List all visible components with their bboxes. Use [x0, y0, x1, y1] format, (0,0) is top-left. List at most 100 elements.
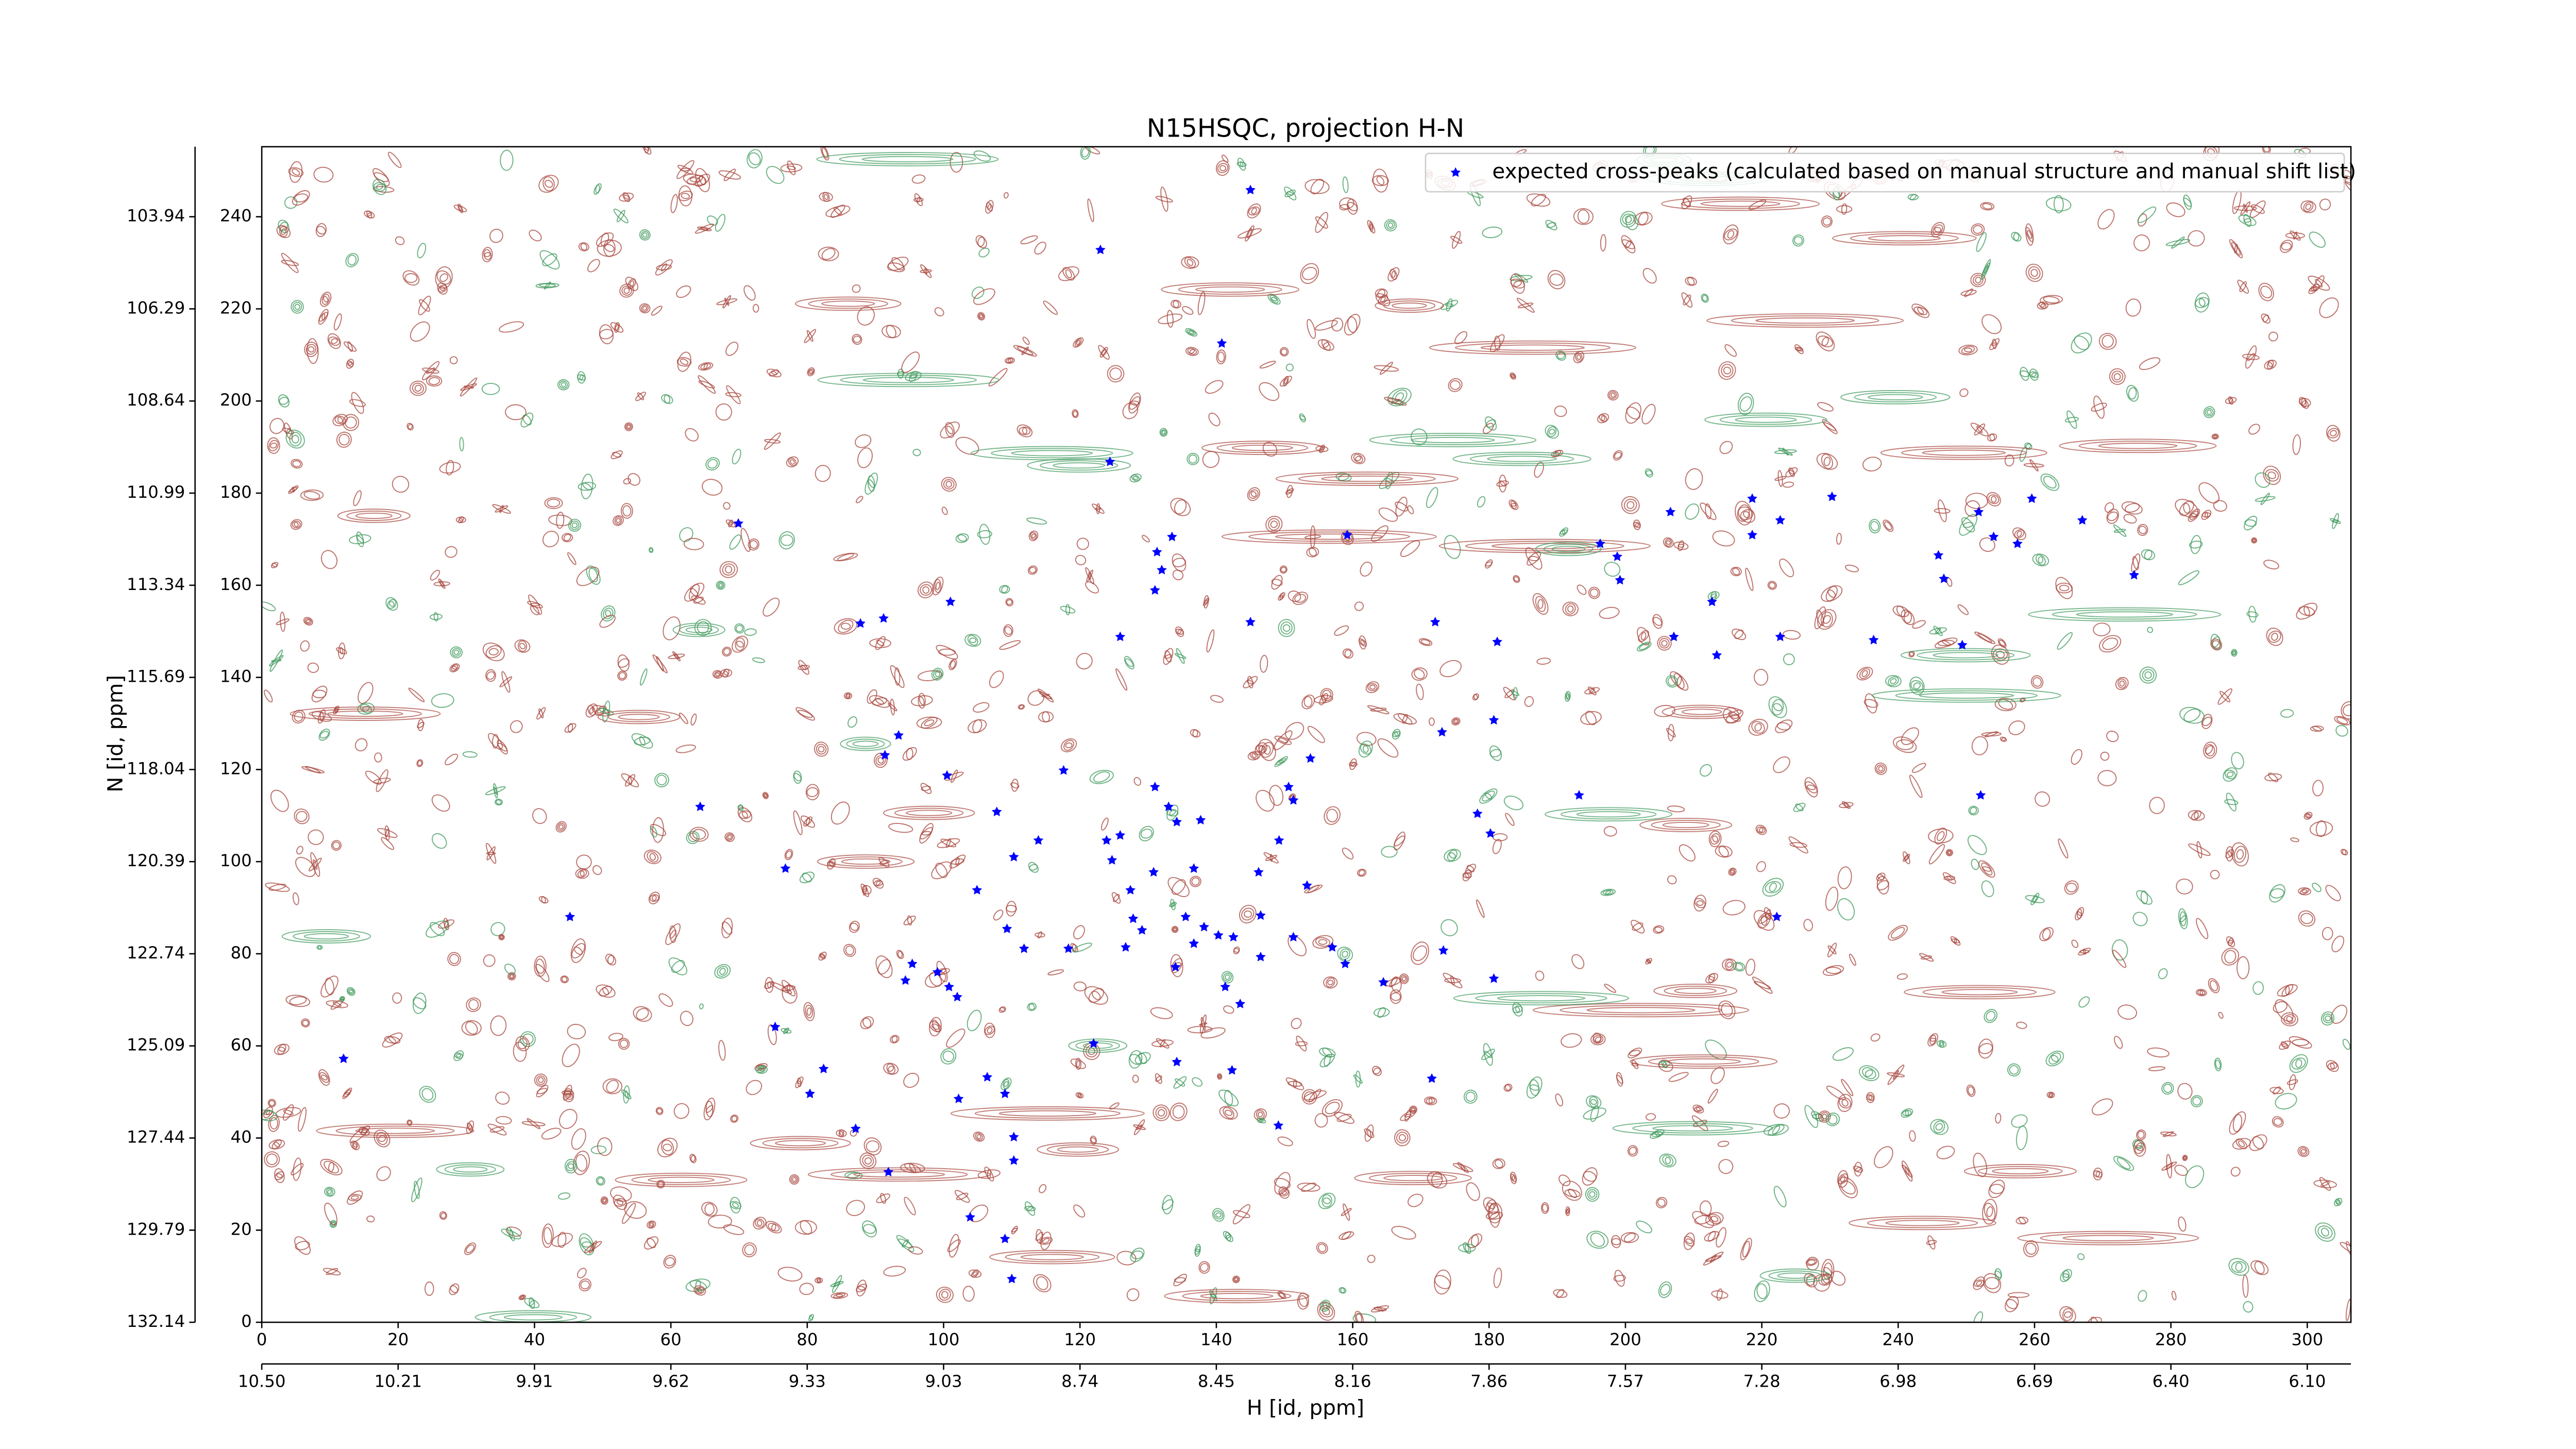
contour	[2102, 334, 2114, 348]
contour	[1822, 217, 1832, 226]
contour	[372, 168, 390, 187]
contour	[2058, 838, 2069, 859]
contour	[1188, 454, 1198, 464]
contour	[344, 1092, 351, 1095]
contour	[1863, 699, 1878, 708]
contour	[1994, 698, 2016, 712]
contour	[689, 1154, 697, 1164]
contour	[639, 736, 646, 746]
contour	[767, 981, 772, 989]
contour	[1628, 1047, 1642, 1058]
contour	[1711, 1290, 1728, 1299]
contour	[1991, 342, 1997, 346]
contour	[1232, 1210, 1250, 1218]
contour	[1344, 649, 1352, 658]
contour	[320, 975, 338, 998]
contour	[1658, 1281, 1672, 1299]
contour	[1324, 1054, 1331, 1067]
contour	[943, 479, 955, 490]
contour	[2325, 885, 2341, 901]
contour	[1210, 695, 1224, 703]
contour	[268, 440, 279, 451]
contour	[274, 1141, 280, 1148]
contour	[536, 1085, 549, 1098]
contour	[737, 807, 753, 822]
contour	[1282, 624, 1291, 632]
x2-tick-label: 8.45	[1198, 1372, 1235, 1391]
contour	[1482, 423, 1494, 434]
contour	[1161, 430, 1166, 435]
contour	[833, 552, 858, 562]
contour	[2252, 1136, 2264, 1150]
contour	[1246, 680, 1255, 684]
contour	[1745, 958, 1756, 976]
contour	[1589, 1191, 1596, 1198]
contour	[867, 689, 877, 704]
contour	[1213, 1210, 1224, 1220]
contour	[2319, 297, 2339, 318]
contour	[2057, 632, 2073, 650]
contour	[1687, 277, 1695, 285]
contour	[786, 165, 796, 171]
contour	[714, 964, 731, 979]
contour	[1452, 231, 1461, 249]
contour	[993, 909, 1004, 921]
contour	[1285, 722, 1304, 740]
contour	[538, 1077, 544, 1083]
contour	[1562, 1181, 1582, 1201]
contour	[2342, 1038, 2351, 1050]
contour	[1341, 1208, 1352, 1217]
contour	[762, 791, 769, 799]
contour	[643, 849, 662, 864]
contour	[292, 168, 300, 176]
contour	[330, 1221, 336, 1227]
contour	[1428, 1098, 1433, 1104]
contour	[307, 338, 319, 364]
contour	[672, 651, 681, 662]
contour	[1634, 523, 1639, 527]
contour	[557, 822, 565, 831]
contour	[676, 285, 691, 298]
contour	[1641, 403, 1656, 425]
contour	[1547, 426, 1557, 437]
contour	[1982, 1199, 1997, 1225]
contour	[977, 237, 985, 247]
contour	[1277, 1136, 1293, 1147]
contour	[2223, 767, 2238, 782]
contour	[2071, 939, 2079, 948]
contour	[806, 787, 819, 797]
contour	[1376, 176, 1385, 186]
y2-tick-label: 103.94	[127, 206, 185, 226]
contour	[1159, 428, 1168, 437]
contour	[945, 838, 952, 848]
contour	[2093, 395, 2105, 419]
contour	[1832, 1047, 1854, 1061]
y2-tick-label: 106.29	[127, 298, 185, 317]
contour	[2014, 529, 2025, 538]
contour	[1185, 347, 1199, 356]
contour	[1711, 593, 1717, 598]
contour	[1449, 852, 1456, 859]
contour	[843, 943, 856, 957]
contour	[1280, 348, 1287, 356]
contour	[534, 1073, 548, 1087]
contour	[1946, 875, 1953, 881]
contour	[1585, 711, 1597, 726]
contour	[935, 671, 940, 678]
contour	[1397, 713, 1413, 725]
contour	[1317, 339, 1334, 351]
contour	[1592, 1035, 1604, 1044]
contour	[577, 869, 587, 878]
contour	[548, 514, 572, 526]
contour	[1855, 1167, 1861, 1172]
contour	[2214, 1057, 2222, 1071]
contour	[410, 321, 430, 342]
contour	[856, 1284, 868, 1292]
contour	[1187, 452, 1199, 465]
contour	[1866, 1092, 1875, 1103]
contour	[2271, 632, 2279, 641]
x-tick-label: 120	[1064, 1330, 1096, 1350]
contour	[556, 512, 565, 529]
contour	[449, 356, 458, 364]
contour	[2064, 880, 2079, 895]
